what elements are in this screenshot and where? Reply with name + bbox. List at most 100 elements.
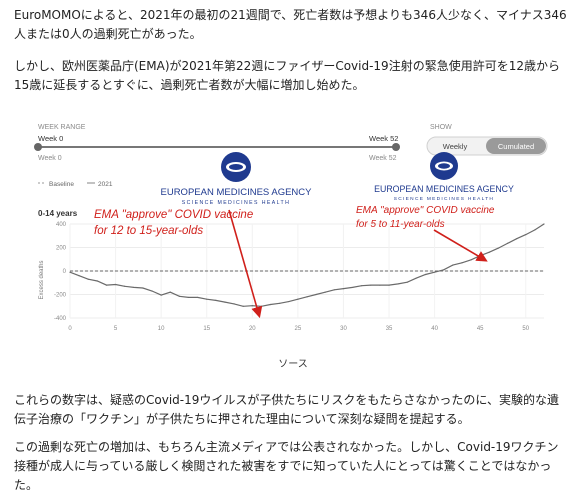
series-2021-point [525,233,527,236]
week-range-label: WEEK RANGE [38,124,86,131]
series-2021-point [224,301,226,303]
show-label: SHOW [430,124,452,131]
series-2021-point [114,283,117,286]
ema-logo-1-emblem-core [229,164,243,170]
ema-logo-2-emblem-core [438,163,450,169]
annotation-2-line-1: EMA "approve" COVID vaccine [356,205,495,216]
series-2021-point [233,303,235,305]
series-2021-point [388,284,390,286]
series-2021-point [497,247,500,249]
ema-logo-2: EUROPEAN MEDICINES AGENCY SCIENCE MEDICI… [374,152,514,202]
annotation-2-line-2: for 5 to 11-year-olds [356,219,445,230]
figure-source-link[interactable]: ソース [278,359,308,370]
series-2021-point [288,300,290,303]
x-tick-label: 25 [295,326,302,332]
x-tick-label: 0 [68,326,72,332]
ema-logo-1-tagline: SCIENCE MEDICINES HEALTH [182,200,290,206]
series-2021-point [379,284,381,286]
series-2021-point [424,273,427,276]
series-2021-point [178,295,180,297]
y-axis-label: Excess deaths [39,260,45,299]
toggle-cumulated[interactable]: Cumulated [498,142,534,151]
series-2021-point [169,291,171,293]
end-week-sub: Week 52 [369,155,397,162]
annotation-2-arrow [433,229,488,262]
series-2021-point [406,281,408,283]
x-tick-label: 15 [203,326,210,332]
series-2021-point [78,275,80,277]
series-2021-point [260,305,263,307]
series-2021-point [506,242,509,244]
x-tick-label: 45 [477,326,484,332]
legend-2021: 2021 [98,181,113,188]
series-2021-point [342,288,345,290]
series-2021-point [69,271,71,273]
series-2021-point [315,293,317,296]
y-tick-label: 0 [63,269,67,275]
ema-logo-2-name: EUROPEAN MEDICINES AGENCY [374,184,514,194]
y-tick-label: 200 [56,246,67,252]
series-2021-point [534,229,536,231]
series-2021-point [370,284,372,286]
series-2021-point [351,286,354,289]
series-2021-point [488,251,490,253]
series-2021-point [160,294,162,296]
cumulated-selected-pill [486,138,546,154]
article-paragraph-3: これらの数字は、疑惑のCovid-19ウイルスが子供たちにリスクをもたらさなかっ… [14,393,560,426]
annotation-1-arrow [228,209,263,319]
article-paragraph-1: EuroMOMOによると、2021年の最初の21週間で、死亡者数は予想よりも34… [14,8,567,41]
x-tick-label: 35 [386,326,393,332]
excess-deaths-figure: WEEK RANGE Week 0 Week 52 Week 0 Week 52… [14,110,554,342]
series-2021-point [242,305,244,307]
annotation-1-line-1: EMA "approve" COVID vaccine [94,209,253,221]
series-2021-point [96,280,98,282]
x-tick-label: 30 [340,326,347,332]
week-range-end-handle[interactable] [392,143,400,151]
chart-title: 0-14 years [38,209,78,218]
series-2021-point [415,277,417,279]
series-2021-point [215,299,217,301]
series-2021-point [470,259,472,261]
series-2021-point [516,238,518,240]
series-2021-point [434,271,436,273]
ema-logo-2-tagline: SCIENCE MEDICINES HEALTH [394,196,494,202]
ema-logo-1: EUROPEAN MEDICINES AGENCY SCIENCE MEDICI… [161,152,313,206]
series-2021-point [269,303,272,306]
series-2021-point [324,291,326,293]
series-2021-point [452,264,454,266]
series-2021-point [197,296,199,299]
series-2021-point [397,283,399,285]
series-2021-point [206,298,208,300]
toggle-weekly[interactable]: Weekly [443,142,468,151]
series-2021-point [251,305,253,307]
series-2021-point [151,290,153,292]
x-tick-label: 40 [431,326,438,332]
series-2021-point [142,287,144,289]
ema-logo-1-name: EUROPEAN MEDICINES AGENCY [161,187,313,198]
week-range-start-handle[interactable] [34,143,42,151]
y-tick-label: -400 [54,316,67,322]
series-2021-point [279,302,281,304]
series-2021-point [361,285,363,287]
series-2021-point [297,298,299,300]
legend-baseline: Baseline [49,181,74,188]
series-2021-point [306,296,308,298]
series-2021-point [133,286,135,289]
start-week-sub: Week 0 [38,155,62,162]
series-2021-point [187,296,190,299]
x-tick-label: 5 [114,326,118,332]
series-2021-point [87,278,89,280]
series-2021-point [461,262,463,264]
annotation-1-line-2: for 12 to 15-year-olds [94,225,203,237]
series-2021-point [124,285,126,287]
chart-ticks: -400 -200 0 200 400 0 5 10 15 20 25 30 35 40 45 50 [54,222,530,332]
series-2021-point [333,289,335,291]
end-week-label: Week 52 [369,134,398,143]
series-2021-point [443,269,445,271]
y-tick-label: 400 [56,222,67,228]
x-tick-label: 20 [249,326,256,332]
x-tick-label: 10 [158,326,165,332]
excess-deaths-chart: WEEK RANGE Week 0 Week 52 Week 0 Week 52… [34,124,548,332]
x-tick-label: 50 [522,326,529,332]
y-tick-label: -200 [54,293,67,299]
